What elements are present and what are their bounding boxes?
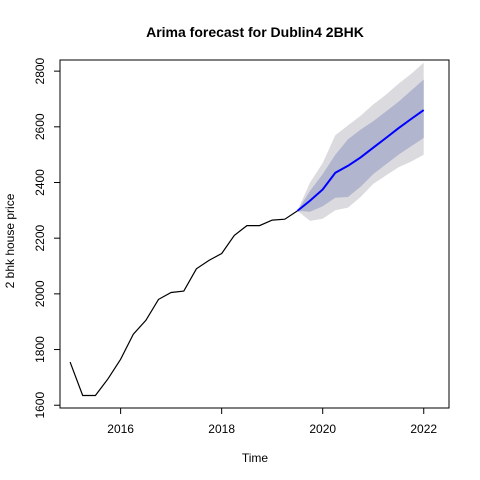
y-tick-label: 2200 [33,225,47,252]
band-80-group [297,79,424,212]
y-tick-label: 2000 [33,280,47,307]
x-tick-label: 2016 [107,422,134,436]
y-tick-label: 2400 [33,169,47,196]
y-axis-label: 2 bhk house price [3,193,17,288]
x-axis: 2016 2018 2020 2022 [107,407,437,436]
chart-title: Arima forecast for Dublin4 2BHK [146,24,364,40]
x-tick-label: 2018 [208,422,235,436]
y-axis: 1600 1800 2000 2200 2400 2600 2800 [33,57,61,419]
x-tick-label: 2022 [410,422,437,436]
y-tick-label: 1600 [33,392,47,419]
forecast-series-line [296,109,425,212]
observed-series-line [69,210,298,397]
y-tick-label: 1800 [33,336,47,363]
y-tick-label: 2600 [33,113,47,140]
x-tick-label: 2020 [309,422,336,436]
lines-group [69,109,425,397]
x-axis-label: Time [242,451,269,465]
y-tick-label: 2800 [33,57,47,84]
band-80-area [297,79,424,212]
